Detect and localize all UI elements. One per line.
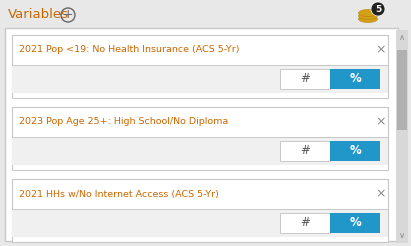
Bar (397, 50, 407, 130)
Text: #: # (300, 144, 310, 157)
Bar (12, 107, 388, 170)
Bar (280, 213, 330, 233)
Text: %: % (349, 73, 361, 86)
Bar (396, 30, 408, 243)
Circle shape (371, 2, 385, 16)
Bar (12, 65, 388, 93)
Bar (12, 137, 388, 165)
Bar (12, 179, 388, 242)
Bar (280, 141, 330, 161)
Text: ×: × (376, 44, 386, 57)
Bar (5, 28, 398, 241)
Text: +: + (63, 9, 73, 21)
Text: 2021 HHs w/No Internet Access (ACS 5-Yr): 2021 HHs w/No Internet Access (ACS 5-Yr) (19, 189, 219, 199)
Text: #: # (300, 73, 310, 86)
Bar (280, 69, 330, 89)
Text: 2021 Pop <19: No Health Insurance (ACS 5-Yr): 2021 Pop <19: No Health Insurance (ACS 5… (19, 46, 240, 55)
Ellipse shape (358, 10, 377, 16)
Bar (330, 213, 380, 233)
Text: Variables: Variables (8, 9, 69, 21)
Text: %: % (349, 144, 361, 157)
Bar (330, 69, 380, 89)
Text: ∧: ∧ (399, 33, 405, 43)
Text: #: # (300, 216, 310, 230)
Text: 2023 Pop Age 25+: High School/No Diploma: 2023 Pop Age 25+: High School/No Diploma (19, 118, 228, 126)
Text: %: % (349, 216, 361, 230)
Ellipse shape (358, 13, 377, 19)
Text: 5: 5 (375, 4, 381, 14)
Text: ×: × (376, 187, 386, 200)
Bar (12, 209, 388, 237)
Text: ∨: ∨ (399, 231, 405, 240)
Ellipse shape (358, 15, 377, 22)
Bar (330, 141, 380, 161)
Text: ×: × (376, 116, 386, 128)
Bar (12, 35, 388, 98)
